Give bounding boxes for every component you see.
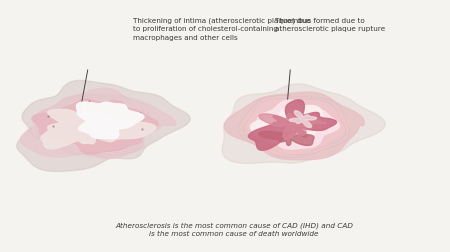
Polygon shape [41, 109, 156, 149]
Polygon shape [32, 100, 158, 155]
Polygon shape [76, 103, 144, 139]
Polygon shape [245, 99, 349, 154]
Polygon shape [224, 93, 364, 160]
Polygon shape [289, 111, 316, 128]
Text: Atherosclerosis is the most common cause of CAD (IHD) and CAD
is the most common: Atherosclerosis is the most common cause… [115, 222, 353, 237]
Polygon shape [248, 101, 337, 151]
Polygon shape [259, 114, 326, 139]
Text: Thrombus formed due to
atherosclerotic plaque rupture: Thrombus formed due to atherosclerotic p… [275, 18, 386, 32]
Polygon shape [17, 81, 190, 172]
Polygon shape [17, 81, 190, 172]
Polygon shape [20, 89, 176, 159]
Polygon shape [252, 101, 339, 149]
Polygon shape [250, 106, 338, 144]
Polygon shape [222, 85, 385, 164]
Polygon shape [259, 131, 314, 146]
Text: Thickening of intima (atherosclerotic plaque) due
to proliferation of cholestero: Thickening of intima (atherosclerotic pl… [133, 18, 310, 41]
